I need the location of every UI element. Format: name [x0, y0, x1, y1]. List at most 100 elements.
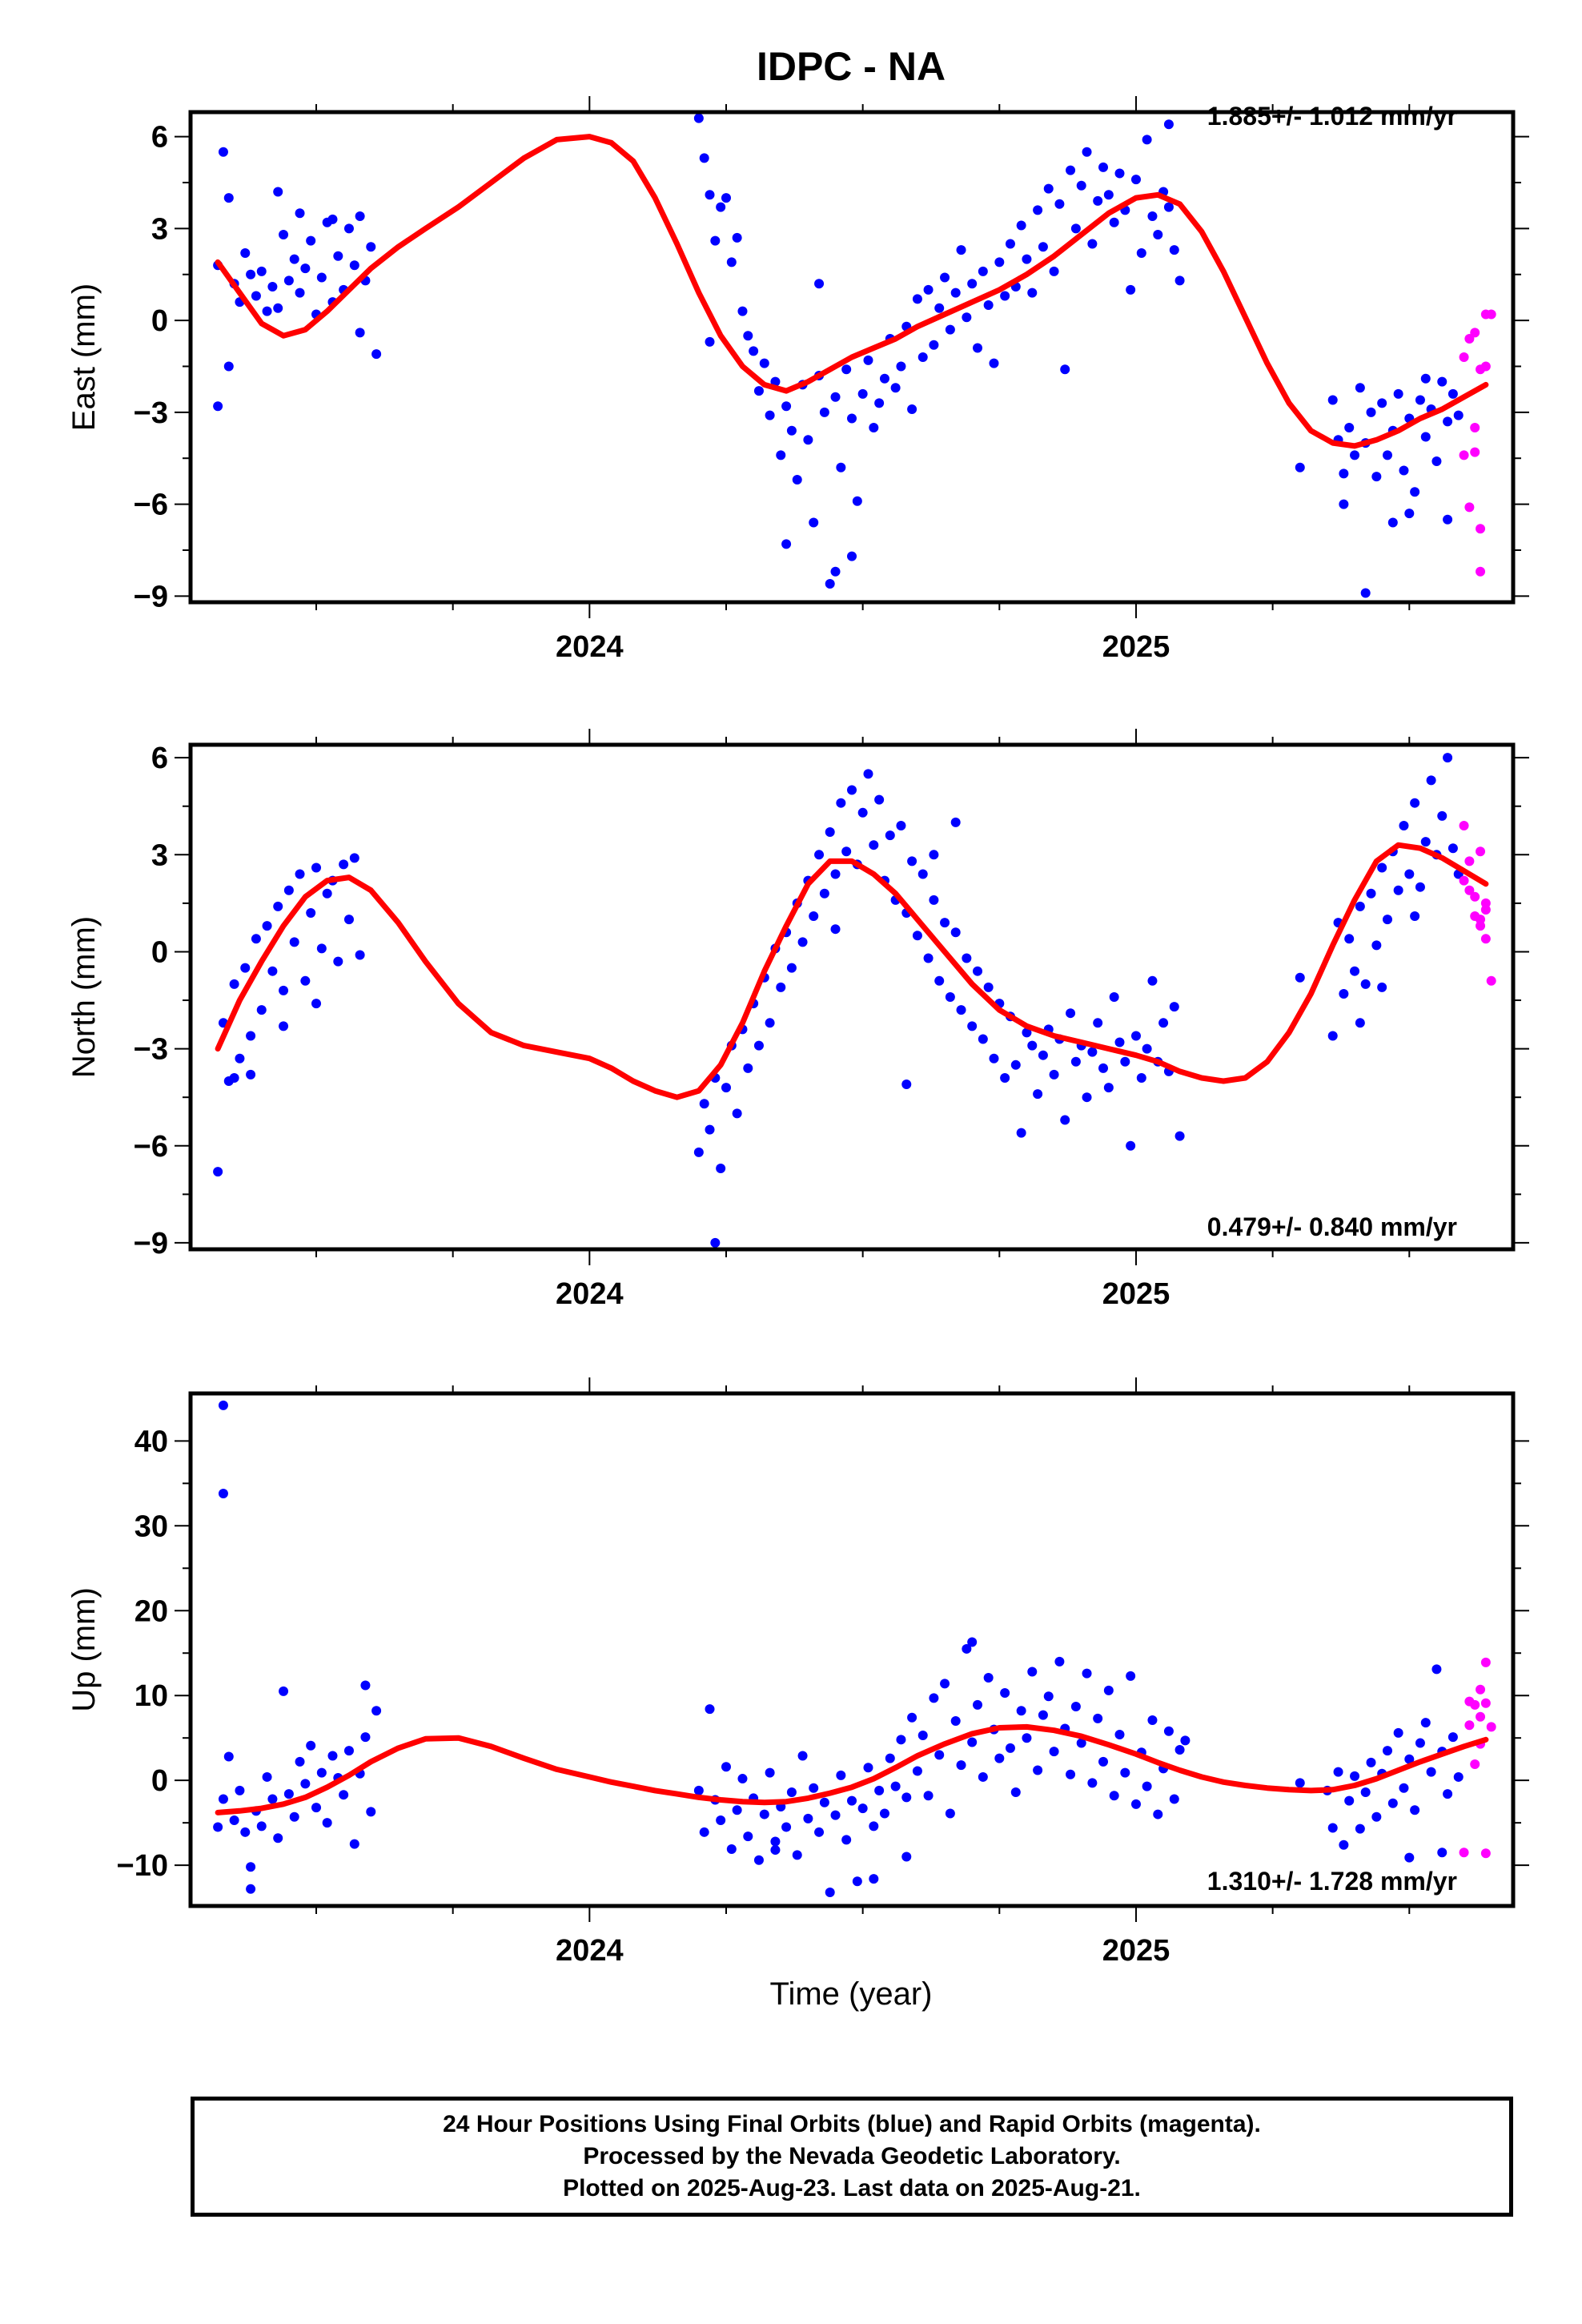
final-orbit-point — [1437, 377, 1447, 387]
final-orbit-point — [754, 386, 764, 396]
final-orbit-point — [1383, 1746, 1392, 1755]
final-orbit-point — [1164, 1727, 1174, 1736]
final-orbit-point — [251, 934, 261, 943]
final-orbit-point — [1377, 983, 1387, 992]
final-orbit-point — [1142, 135, 1152, 144]
final-orbit-point — [333, 957, 343, 967]
fit-curve — [218, 845, 1486, 1097]
final-orbit-point — [820, 1798, 829, 1807]
y-tick-label: −6 — [134, 489, 168, 522]
final-orbit-point — [831, 924, 841, 934]
final-orbit-point — [1000, 1688, 1010, 1698]
final-orbit-point — [1399, 466, 1408, 476]
final-orbit-point — [1427, 775, 1436, 785]
final-orbit-point — [219, 1489, 228, 1498]
final-orbit-point — [1087, 1047, 1097, 1057]
rapid-orbit-point — [1470, 328, 1480, 337]
final-orbit-point — [803, 435, 813, 444]
final-orbit-point — [765, 411, 775, 420]
final-orbit-point — [273, 1833, 283, 1843]
final-orbit-point — [721, 1083, 731, 1092]
final-orbit-point — [1328, 1031, 1338, 1040]
caption-line-1: 24 Hour Positions Using Final Orbits (bl… — [443, 2109, 1261, 2141]
y-tick-label: −10 — [117, 1849, 168, 1883]
final-orbit-point — [306, 908, 315, 918]
final-orbit-point — [957, 245, 966, 255]
final-orbit-point — [858, 1803, 868, 1813]
final-orbit-point — [1454, 1772, 1464, 1782]
final-orbit-point — [847, 1796, 857, 1806]
rapid-orbit-point — [1476, 1712, 1485, 1722]
final-orbit-point — [1147, 1715, 1157, 1725]
final-orbit-point — [847, 786, 857, 795]
rapid-orbit-point — [1481, 934, 1491, 943]
final-orbit-point — [327, 1751, 337, 1760]
final-orbit-point — [880, 374, 889, 384]
rapid-orbit-point — [1470, 1759, 1480, 1769]
final-orbit-point — [1295, 973, 1305, 983]
final-orbit-point — [1027, 1667, 1037, 1677]
final-orbit-point — [300, 1779, 310, 1788]
final-orbit-point — [1044, 1691, 1054, 1701]
final-orbit-point — [273, 902, 283, 911]
final-orbit-point — [1093, 1018, 1102, 1027]
final-orbit-point — [344, 915, 354, 924]
final-orbit-point — [776, 450, 785, 460]
final-orbit-point — [1022, 255, 1031, 264]
final-orbit-point — [1087, 239, 1097, 248]
final-orbit-point — [360, 1732, 370, 1742]
y-tick-label: −9 — [134, 1227, 168, 1261]
final-orbit-point — [847, 552, 857, 561]
final-orbit-point — [1355, 1824, 1365, 1834]
final-orbit-point — [1350, 450, 1359, 460]
rapid-orbit-point — [1470, 423, 1480, 432]
final-orbit-point — [831, 1811, 841, 1820]
final-orbit-point — [279, 1021, 288, 1031]
final-orbit-point — [295, 288, 305, 298]
y-tick-label: −3 — [134, 1033, 168, 1067]
final-orbit-point — [246, 1031, 255, 1040]
final-orbit-point — [743, 331, 753, 340]
final-orbit-point — [1437, 1848, 1447, 1857]
final-orbit-point — [1328, 1823, 1338, 1833]
final-orbit-point — [1006, 239, 1015, 248]
final-orbit-point — [1350, 967, 1359, 976]
final-orbit-point — [1066, 1008, 1075, 1018]
final-orbit-point — [1410, 798, 1419, 808]
final-orbit-point — [962, 954, 971, 963]
final-orbit-point — [869, 840, 878, 850]
final-orbit-point — [694, 1786, 704, 1795]
x-tick-label: 2025 — [1102, 1277, 1170, 1311]
rapid-orbit-points — [1460, 821, 1496, 986]
final-orbit-point — [984, 300, 994, 310]
final-orbit-point — [962, 312, 971, 322]
final-orbit-point — [1421, 1718, 1431, 1727]
rapid-orbit-point — [1460, 876, 1469, 886]
final-orbit-point — [1377, 398, 1387, 408]
final-orbit-point — [1142, 1782, 1152, 1791]
final-orbit-point — [230, 1815, 239, 1825]
final-orbit-point — [251, 292, 261, 301]
final-orbit-point — [781, 539, 791, 549]
rapid-orbit-point — [1464, 502, 1474, 512]
final-orbit-point — [1371, 1812, 1381, 1822]
x-tick-label: 2024 — [556, 1934, 624, 1968]
final-orbit-points — [213, 1401, 1464, 1897]
final-orbit-point — [224, 193, 234, 203]
final-orbit-point — [978, 1772, 988, 1782]
final-orbit-point — [901, 1792, 911, 1802]
rapid-orbit-point — [1470, 448, 1480, 457]
final-orbit-point — [978, 267, 988, 276]
final-orbit-point — [743, 1063, 753, 1073]
final-orbit-point — [934, 304, 944, 313]
final-orbit-point — [1158, 1018, 1168, 1027]
y-tick-label: 20 — [135, 1594, 168, 1628]
rapid-orbit-points — [1460, 1658, 1496, 1858]
final-orbit-point — [831, 870, 841, 879]
final-orbit-point — [874, 795, 884, 805]
final-orbit-point — [1027, 288, 1037, 298]
final-orbit-point — [896, 361, 905, 371]
rapid-orbit-point — [1470, 911, 1480, 921]
final-orbit-point — [1071, 1702, 1081, 1711]
final-orbit-point — [869, 423, 878, 432]
